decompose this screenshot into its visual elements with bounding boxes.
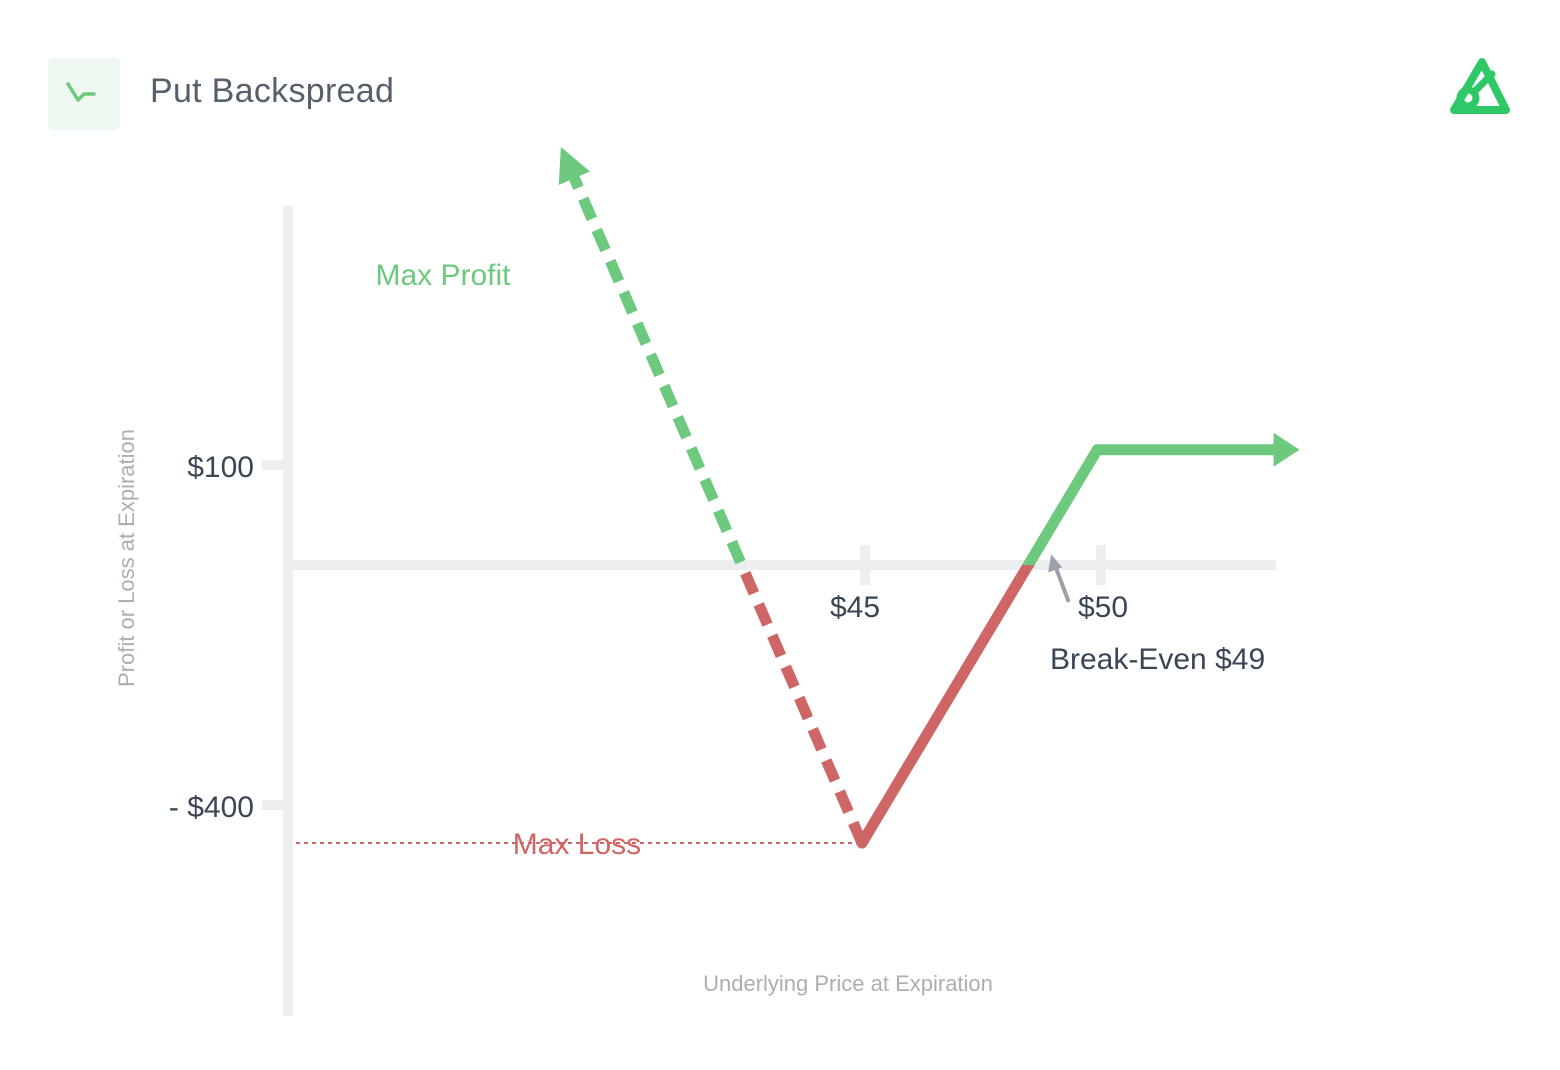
strategy-badge — [48, 58, 120, 130]
break-even-arrow-line — [1054, 566, 1071, 603]
page-title: Put Backspread — [150, 72, 395, 110]
y-tick-label-neg400: - $400 — [169, 791, 254, 824]
y-tick-label-100: $100 — [187, 451, 254, 484]
brand-logo — [1446, 56, 1518, 125]
max-profit-arrowhead — [558, 147, 590, 185]
y-axis-title: Profit or Loss at Expiration — [114, 429, 139, 687]
max-loss-label: Max Loss — [513, 828, 641, 861]
x-tick-label-45: $45 — [830, 591, 880, 624]
brand-logo-icon — [1450, 58, 1510, 114]
right-leg-profit-segment — [1021, 444, 1274, 565]
x-axis-title: Underlying Price at Expiration — [703, 971, 993, 996]
left-leg-loss-segment — [735, 565, 868, 846]
break-even-arrow-head — [1048, 554, 1063, 573]
max-profit-label: Max Profit — [375, 259, 511, 292]
trending-down-up-icon — [66, 82, 96, 102]
break-even-label: Break-Even $49 — [1050, 643, 1265, 676]
right-arrowhead — [1273, 432, 1300, 467]
x-tick-label-50: $50 — [1078, 591, 1128, 624]
right-leg-loss-segment — [856, 565, 1035, 849]
